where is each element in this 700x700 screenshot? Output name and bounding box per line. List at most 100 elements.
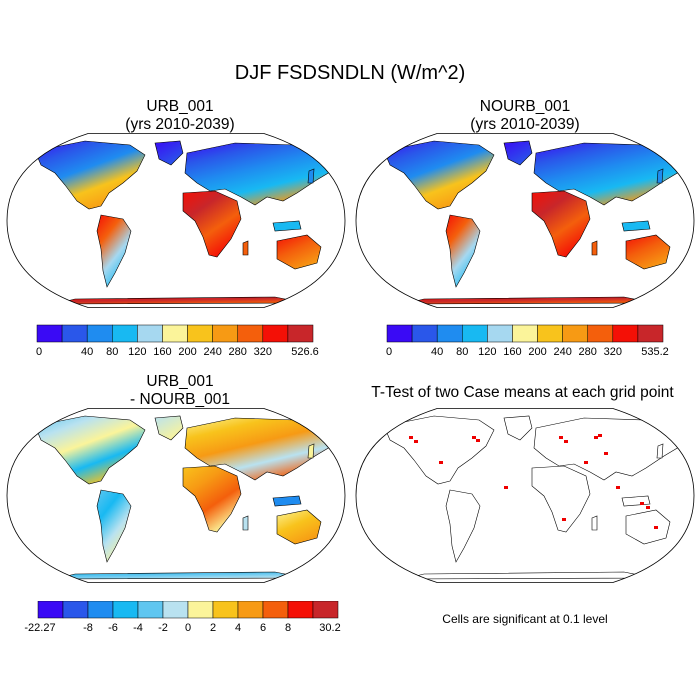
colorbar-swatch [162, 601, 189, 619]
colorbar-swatch [237, 601, 264, 619]
colorbar-swatch [137, 324, 163, 343]
land-australia [276, 234, 322, 270]
land-australia [625, 234, 671, 270]
colorbar-nourb: 0 40 80 120 160 200 240 280 320 535.2 [386, 324, 669, 358]
land-japan [307, 443, 315, 459]
panel-4-title: T-Test of two Case means at each grid po… [350, 384, 695, 402]
map-border [6, 408, 346, 583]
colorbar-swatch [187, 601, 214, 619]
land-southAmerica [445, 214, 481, 288]
colorbar-tick-label: 535.2 [641, 346, 669, 358]
colorbar-difference: -22.27 -8 -6 -4 -2 0 2 4 6 8 30.2 [24, 601, 341, 634]
colorbar-tick-label: 120 [478, 346, 496, 358]
colorbar-swatch [386, 324, 413, 343]
land-greenland [154, 415, 184, 441]
colorbar-swatch [112, 601, 139, 619]
map-border [355, 408, 695, 583]
significant-cell [616, 486, 620, 489]
colorbar-tick-label: -22.27 [24, 622, 55, 634]
colorbar-tick-label: 4 [235, 622, 241, 634]
coastline-madagascar [591, 515, 598, 531]
map-border [6, 133, 346, 308]
land-northAmerica [383, 140, 495, 210]
colorbar-tick-label: 320 [604, 346, 622, 358]
colorbar-tick-label: 80 [106, 346, 118, 358]
coastline-australia [625, 509, 671, 545]
significant-cell [559, 436, 563, 439]
land-greenland [503, 140, 533, 166]
colorbar-tick-label: 200 [528, 346, 546, 358]
colorbar-swatch [587, 324, 614, 343]
significant-cell [646, 506, 650, 509]
land-antarctica [403, 296, 655, 305]
colorbar-tick-label: 240 [203, 346, 221, 358]
land-indonesia [272, 495, 302, 507]
colorbar-tick-label: 280 [229, 346, 247, 358]
colorbar-tick-label: 0 [185, 622, 191, 634]
colorbar-swatch [262, 601, 289, 619]
colorbar-urb: 0 40 80 120 160 200 240 280 320 526.6 [36, 324, 319, 358]
colorbar-swatch [212, 601, 239, 619]
colorbar-swatch [637, 324, 664, 343]
significant-cell [598, 434, 602, 437]
colorbar-swatch [62, 601, 89, 619]
colorbar-tick-label: 160 [153, 346, 171, 358]
colorbar-tick-label: 120 [128, 346, 146, 358]
panel-2-title: NOURB_001 (yrs 2010-2039) [380, 98, 670, 134]
map-border [355, 133, 695, 308]
colorbar-tick-label: -2 [158, 622, 168, 634]
significance-note: Cells are significant at 0.1 level [442, 612, 608, 626]
colorbar-swatch [287, 324, 314, 343]
colorbar-swatch [312, 601, 339, 619]
significant-cell [654, 526, 658, 529]
coastline-antarctica [403, 571, 655, 580]
significant-cell [604, 452, 608, 455]
colorbar-tick-label: 160 [503, 346, 521, 358]
land-greenland [154, 140, 184, 166]
colorbar-swatch [36, 324, 63, 343]
colorbar-swatch [86, 324, 113, 343]
colorbar-tick-label: 200 [178, 346, 196, 358]
significant-cell [439, 461, 443, 464]
significant-cell [504, 486, 508, 489]
land-madagascar [591, 240, 598, 256]
coastline-japan [656, 443, 664, 459]
land-northAmerica [34, 415, 146, 485]
significant-cell [409, 436, 413, 439]
significant-cell [640, 502, 644, 505]
colorbar-swatch [162, 324, 188, 343]
colorbar-tick-label: 320 [254, 346, 272, 358]
colorbar-tick-label: 40 [431, 346, 443, 358]
colorbar-tick-label: -8 [83, 622, 93, 634]
colorbar-swatch [512, 324, 538, 343]
coastline-northAmerica [383, 415, 495, 485]
panel-1-title-line1: URB_001 [146, 98, 214, 115]
panel-1-title-line2: (yrs 2010-2039) [125, 116, 235, 133]
colorbar-swatch [237, 324, 264, 343]
significant-cell [476, 439, 480, 442]
colorbar-swatch [187, 324, 213, 343]
coastline-africa [531, 465, 591, 533]
panel-3-title-line2: - NOURB_001 [130, 391, 230, 408]
colorbar-swatch [411, 324, 438, 343]
colorbar-tick-label: 30.2 [319, 622, 340, 634]
coastline-southAmerica [445, 489, 481, 563]
colorbar-swatch [87, 601, 114, 619]
map-panel-ttest [355, 408, 695, 583]
colorbar-tick-label: 8 [285, 622, 291, 634]
colorbar-swatch [436, 324, 463, 343]
panel-3-title-line1: URB_001 [146, 373, 214, 390]
land-africa [182, 465, 242, 533]
land-australia [276, 509, 322, 545]
colorbar-swatch [562, 324, 588, 343]
panel-3-title: URB_001 - NOURB_001 [35, 373, 325, 409]
coastline-greenland [503, 415, 533, 441]
significant-cell [472, 436, 476, 439]
land-antarctica [54, 296, 306, 305]
significant-cell [414, 440, 418, 443]
colorbar-swatch [487, 324, 513, 343]
significant-cell [562, 518, 566, 521]
map-panel-urb [6, 133, 346, 308]
colorbar-tick-label: 240 [553, 346, 571, 358]
colorbar-swatch [61, 324, 88, 343]
